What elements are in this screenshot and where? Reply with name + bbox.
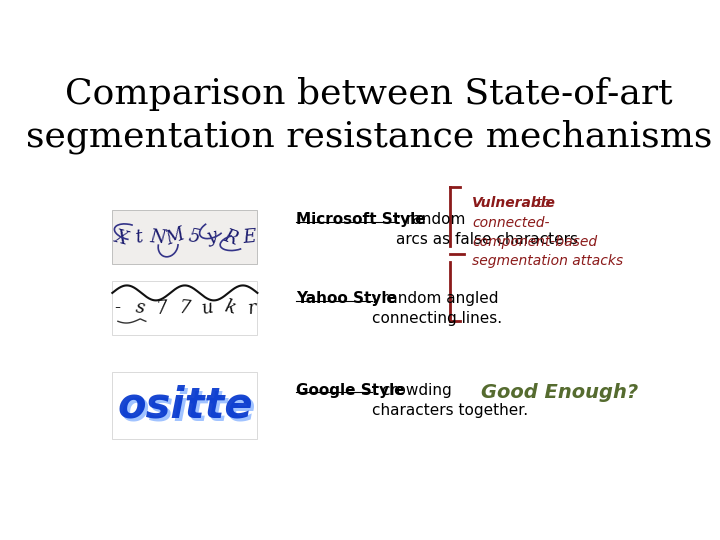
Text: r: r [246, 299, 257, 318]
Text: : crowding
characters together.: : crowding characters together. [372, 383, 528, 417]
Text: s: s [134, 299, 146, 318]
Text: : random
arcs as false characters: : random arcs as false characters [396, 212, 577, 247]
Text: Comparison between State-of-art
segmentation resistance mechanisms: Comparison between State-of-art segmenta… [26, 77, 712, 154]
Text: 7: 7 [179, 299, 192, 318]
Text: Google Style: Google Style [297, 383, 405, 398]
FancyBboxPatch shape [112, 373, 258, 439]
Text: Yahoo Style: Yahoo Style [297, 292, 397, 306]
Text: Microsoft Style: Microsoft Style [297, 212, 426, 227]
Text: 5: 5 [186, 227, 202, 247]
Text: ositte: ositte [120, 387, 256, 429]
Text: -: - [114, 299, 121, 317]
Text: u: u [200, 298, 215, 318]
Text: ositte: ositte [117, 385, 253, 427]
Text: y: y [205, 227, 220, 247]
FancyBboxPatch shape [112, 210, 258, 265]
Text: Vulnerable: Vulnerable [472, 196, 556, 210]
Text: : random angled
connecting lines.: : random angled connecting lines. [372, 292, 502, 326]
Text: X: X [112, 227, 129, 248]
Text: connected-
component-based
segmentation attacks: connected- component-based segmentation … [472, 216, 624, 268]
Text: Good Enough?: Good Enough? [481, 383, 638, 402]
Text: N: N [149, 228, 166, 247]
Text: t: t [134, 228, 144, 247]
Text: M: M [164, 226, 187, 249]
Text: k: k [222, 298, 237, 318]
Text: E: E [242, 228, 256, 247]
Text: to: to [533, 196, 551, 210]
Text: R: R [221, 227, 240, 248]
FancyBboxPatch shape [112, 281, 258, 335]
Text: 7: 7 [156, 299, 169, 318]
